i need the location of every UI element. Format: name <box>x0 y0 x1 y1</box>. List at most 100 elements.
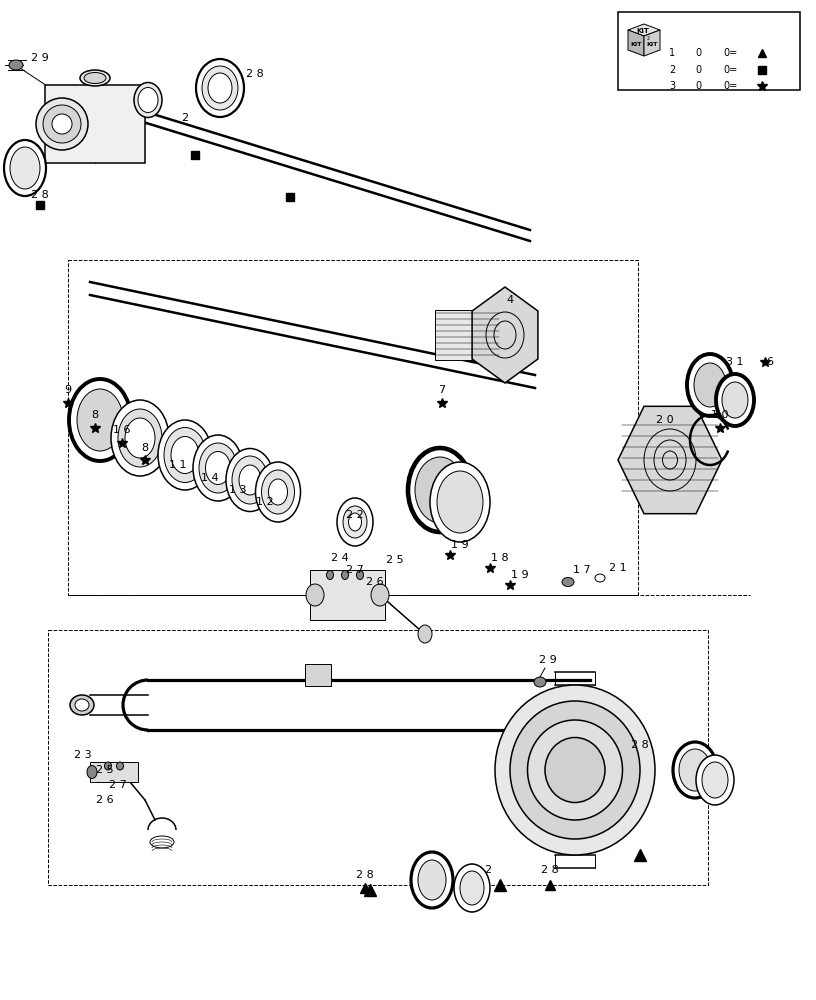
Ellipse shape <box>348 513 361 531</box>
Ellipse shape <box>534 677 546 687</box>
Ellipse shape <box>562 578 574 586</box>
Ellipse shape <box>9 60 23 70</box>
Text: 8: 8 <box>141 443 149 453</box>
Text: 2: 2 <box>669 65 675 75</box>
Ellipse shape <box>208 73 232 103</box>
Text: 1 0: 1 0 <box>712 410 729 420</box>
Ellipse shape <box>118 409 162 467</box>
Text: 2 5: 2 5 <box>386 555 404 565</box>
Text: 4: 4 <box>507 295 513 305</box>
Text: 1 3: 1 3 <box>229 485 246 495</box>
Polygon shape <box>618 406 722 514</box>
Text: 2 7: 2 7 <box>346 565 364 575</box>
Ellipse shape <box>408 448 472 532</box>
Text: 1 1: 1 1 <box>169 460 187 470</box>
Ellipse shape <box>679 749 711 791</box>
Text: 1: 1 <box>669 48 675 58</box>
Text: 2 9: 2 9 <box>539 655 557 665</box>
Text: 2 9: 2 9 <box>31 53 49 63</box>
Ellipse shape <box>722 382 748 418</box>
Ellipse shape <box>411 852 453 908</box>
Ellipse shape <box>545 738 605 802</box>
Ellipse shape <box>87 766 97 778</box>
Polygon shape <box>628 24 660 36</box>
Ellipse shape <box>202 66 238 110</box>
Ellipse shape <box>52 114 72 134</box>
Ellipse shape <box>510 701 640 839</box>
Text: 2 8: 2 8 <box>31 190 49 200</box>
Polygon shape <box>644 30 660 56</box>
Text: KIT: KIT <box>630 41 641 46</box>
Ellipse shape <box>261 470 295 514</box>
Ellipse shape <box>125 418 155 458</box>
Ellipse shape <box>36 98 88 150</box>
Ellipse shape <box>158 420 212 490</box>
Ellipse shape <box>117 762 123 770</box>
Text: 0=: 0= <box>723 48 737 58</box>
Ellipse shape <box>694 363 726 407</box>
Ellipse shape <box>687 354 733 416</box>
Text: 2: 2 <box>646 35 650 40</box>
Ellipse shape <box>239 465 261 495</box>
Text: 1 9: 1 9 <box>511 570 529 580</box>
Text: 6: 6 <box>766 357 774 367</box>
Ellipse shape <box>357 570 363 580</box>
Ellipse shape <box>43 105 81 143</box>
Ellipse shape <box>196 59 244 117</box>
Text: 2 8: 2 8 <box>541 865 559 875</box>
Text: 2 6: 2 6 <box>366 577 384 587</box>
Ellipse shape <box>255 462 300 522</box>
Polygon shape <box>628 30 644 56</box>
Ellipse shape <box>437 471 483 533</box>
Polygon shape <box>435 310 500 360</box>
Text: KIT: KIT <box>636 28 650 34</box>
Ellipse shape <box>111 400 169 476</box>
Ellipse shape <box>454 864 490 912</box>
Polygon shape <box>310 570 385 620</box>
Ellipse shape <box>418 625 432 643</box>
Ellipse shape <box>342 570 348 580</box>
Bar <box>68 260 638 595</box>
Text: 3 1: 3 1 <box>726 357 743 367</box>
Text: 2 0: 2 0 <box>656 415 674 425</box>
Text: 2 7: 2 7 <box>109 780 126 790</box>
Text: 1 9: 1 9 <box>451 540 469 550</box>
Text: 7: 7 <box>438 385 446 395</box>
Ellipse shape <box>337 498 373 546</box>
Ellipse shape <box>430 462 490 542</box>
Ellipse shape <box>138 88 158 112</box>
Ellipse shape <box>226 448 274 512</box>
Text: 2: 2 <box>485 865 491 875</box>
Text: 1 2: 1 2 <box>256 497 274 507</box>
Bar <box>48 630 708 885</box>
Ellipse shape <box>4 140 46 196</box>
Text: 2 6: 2 6 <box>96 795 113 805</box>
Ellipse shape <box>716 374 754 426</box>
Text: 1 8: 1 8 <box>491 553 509 563</box>
Ellipse shape <box>84 73 106 84</box>
Ellipse shape <box>268 479 287 505</box>
Polygon shape <box>45 85 145 163</box>
Ellipse shape <box>199 443 237 493</box>
Text: 1 6: 1 6 <box>113 425 131 435</box>
Ellipse shape <box>10 147 40 189</box>
Text: 2 8: 2 8 <box>631 740 649 750</box>
Ellipse shape <box>418 860 446 900</box>
Text: KIT: KIT <box>646 41 658 46</box>
Text: 2 1: 2 1 <box>610 563 627 573</box>
Polygon shape <box>90 762 138 782</box>
Text: 2 2: 2 2 <box>346 510 364 520</box>
Ellipse shape <box>104 762 112 770</box>
Ellipse shape <box>696 755 734 805</box>
Ellipse shape <box>232 456 268 504</box>
Ellipse shape <box>673 742 717 798</box>
Text: 0: 0 <box>695 65 701 75</box>
Text: 0=: 0= <box>723 65 737 75</box>
Ellipse shape <box>415 457 465 523</box>
Text: 2 8: 2 8 <box>246 69 264 79</box>
Ellipse shape <box>495 685 655 855</box>
Ellipse shape <box>206 452 230 485</box>
Ellipse shape <box>193 435 243 501</box>
Ellipse shape <box>171 436 199 474</box>
Text: 2 3: 2 3 <box>74 750 92 760</box>
